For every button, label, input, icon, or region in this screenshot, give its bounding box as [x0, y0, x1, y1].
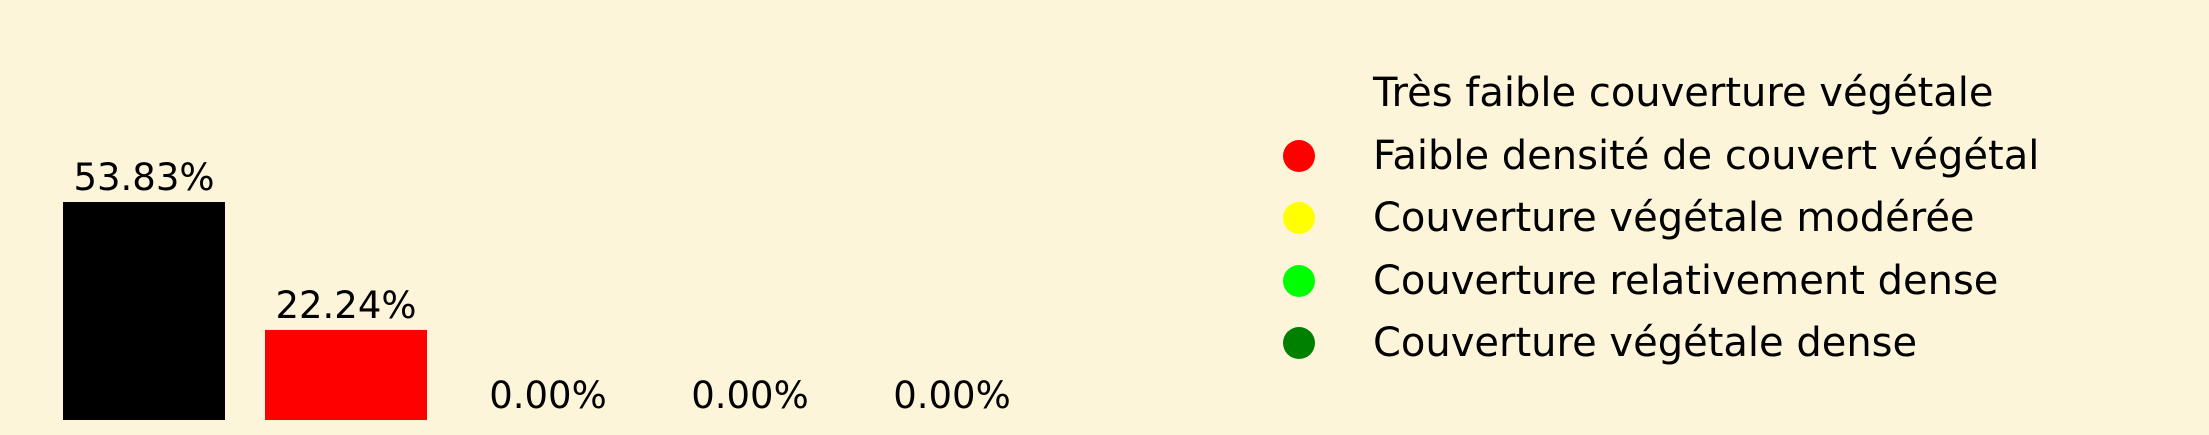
legend-swatch-icon: [1283, 327, 1315, 360]
legend-swatch-icon: [1283, 264, 1315, 297]
bar-chart: 53.83% 22.24% 0.00% 0.00% 0.00%: [63, 156, 1011, 420]
legend-label: Faible densité de couvert végétal: [1373, 132, 2040, 179]
legend-item-relativement-dense: Couverture relativement dense: [1270, 250, 2170, 313]
bar-value-label: 0.00%: [489, 374, 607, 417]
legend-label: Couverture relativement dense: [1373, 257, 1999, 304]
legend-label: Couverture végétale dense: [1373, 320, 1918, 367]
bar-value-label: 22.24%: [275, 284, 416, 327]
bar-value-label: 53.83%: [73, 156, 214, 199]
legend-item-tres-faible: Très faible couverture végétale: [1270, 62, 2170, 125]
legend-label: Couverture végétale modérée: [1373, 195, 1975, 242]
legend-label: Très faible couverture végétale: [1373, 70, 1994, 117]
legend-swatch-icon: [1283, 139, 1315, 172]
legend-item-moderee: Couverture végétale modérée: [1270, 187, 2170, 250]
bar: [265, 329, 427, 420]
bar-value-label: 0.00%: [893, 374, 1011, 417]
legend-swatch-icon: [1283, 202, 1315, 235]
legend: Très faible couverture végétale Faible d…: [1270, 62, 2170, 375]
bar: [63, 202, 225, 420]
legend-item-dense: Couverture végétale dense: [1270, 312, 2170, 375]
legend-swatch-icon: [1283, 77, 1315, 109]
bar-value-label: 0.00%: [691, 374, 809, 417]
legend-item-faible: Faible densité de couvert végétal: [1270, 125, 2170, 188]
